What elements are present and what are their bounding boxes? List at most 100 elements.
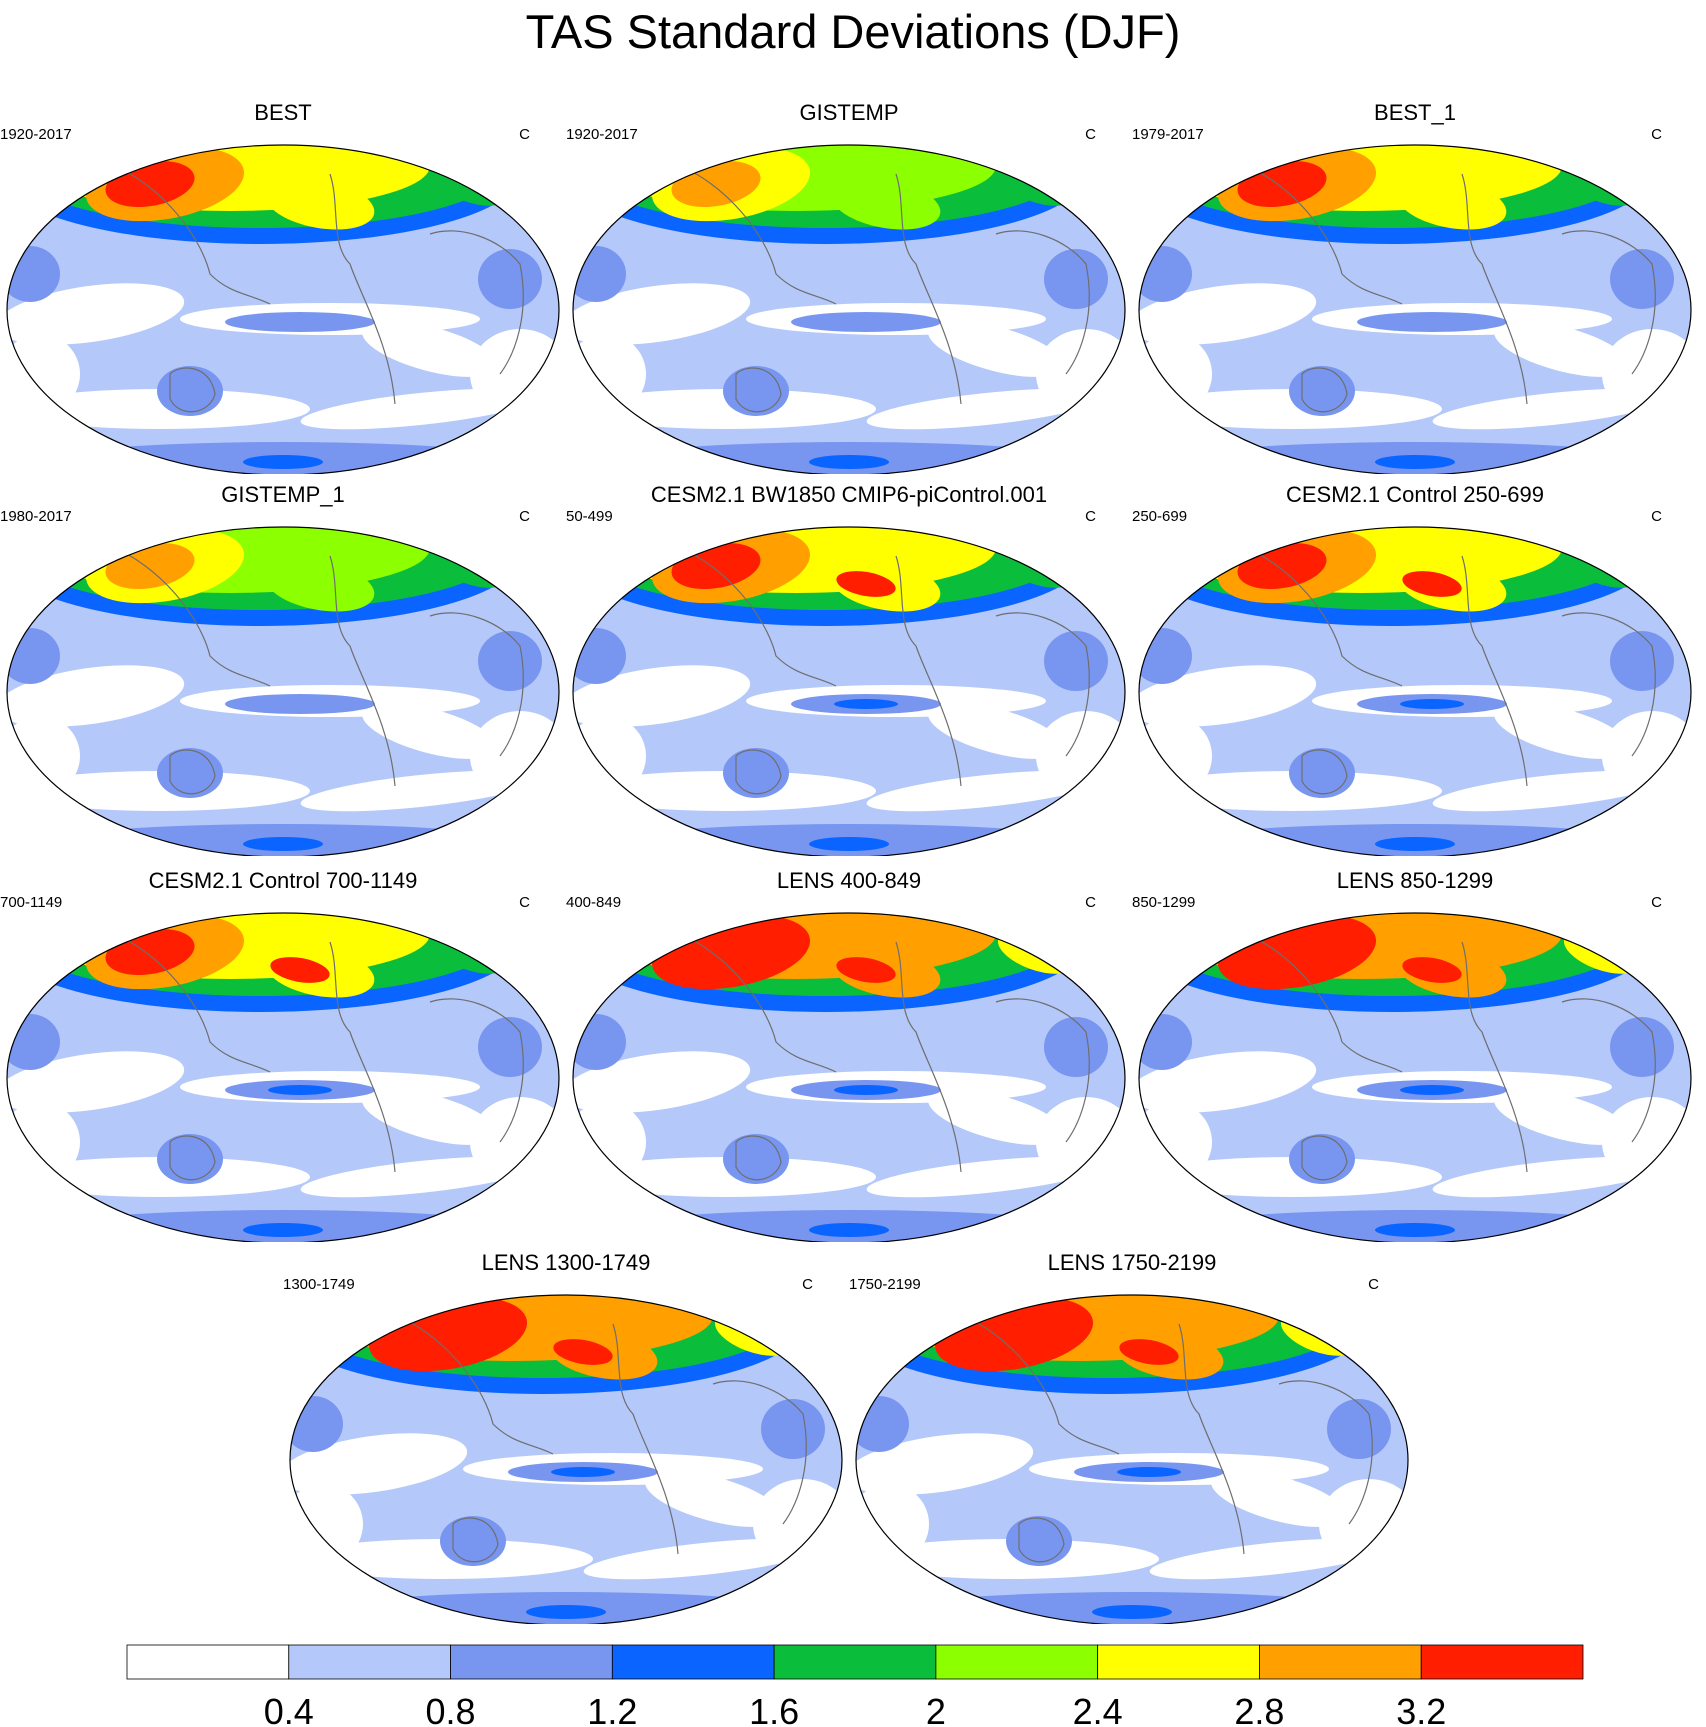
australia-patch (440, 1516, 506, 1566)
map-outline (1138, 144, 1692, 474)
coastlines (675, 163, 1090, 413)
map-outline (6, 526, 560, 856)
colorbar-tick-label: 2.4 (1073, 1691, 1123, 1727)
coastlines (109, 163, 524, 413)
robinson-map (572, 912, 1126, 1242)
canada-core (836, 571, 896, 597)
panel-title: CESM2.1 Control 250-699 (1285, 482, 1545, 507)
panel-title: GISTEMP (799, 100, 899, 125)
colorbar-tick-label: 1.6 (749, 1691, 799, 1727)
antarctic-patch (243, 455, 323, 469)
map-panel: GISTEMP 1920-2017 C (566, 100, 1132, 474)
low-variance-band (1211, 1471, 1347, 1527)
colorbar-tick-label: 0.8 (426, 1691, 476, 1727)
africa-patch (761, 1399, 825, 1459)
robinson-map (1138, 526, 1692, 856)
robinson-map (6, 912, 560, 1242)
enso-core (834, 1085, 898, 1095)
panel-title: CESM2.1 BW1850 CMIP6-piControl.001 (650, 482, 1048, 507)
panel-period-label: 1920-2017 (566, 126, 638, 143)
coastlines (958, 1313, 1373, 1563)
antarctic-patch (1092, 1605, 1172, 1619)
africa-patch (1610, 631, 1674, 691)
map-panel: BEST_1 1979-2017 C (1132, 100, 1698, 474)
low-variance-band (1319, 1479, 1408, 1569)
low-variance-band (1494, 703, 1630, 759)
low-variance-band (1494, 1089, 1630, 1145)
panel-period-label: 1980-2017 (0, 508, 72, 525)
panel-period-label: 1750-2199 (849, 1276, 921, 1293)
americas-patch (1139, 246, 1192, 302)
low-variance-band (856, 1484, 929, 1564)
panel-units-label: C (802, 1276, 813, 1293)
antarctic-patch (526, 1605, 606, 1619)
low-variance-band (7, 716, 80, 796)
enso-core (268, 1085, 332, 1095)
low-variance-band (859, 1539, 1159, 1579)
antarctic-patch (809, 455, 889, 469)
antarctic-patch (243, 1223, 323, 1237)
panel-title: BEST_1 (1374, 100, 1456, 125)
low-variance-band (1139, 716, 1212, 796)
panel-units-label: C (1085, 126, 1096, 143)
antarctic-patch (1375, 1223, 1455, 1237)
low-variance-band (1494, 321, 1630, 377)
panel-period-label: 1920-2017 (0, 126, 72, 143)
canada-core (1402, 571, 1462, 597)
panel-period-label: 700-1149 (0, 894, 63, 911)
colorbar-swatch (1420, 1644, 1584, 1680)
panel-period-label: 1300-1749 (283, 1276, 355, 1293)
antarctic-patch (809, 1223, 889, 1237)
map-outline (572, 526, 1126, 856)
canada-core (1402, 957, 1462, 983)
low-variance-band (645, 1471, 781, 1527)
enso-band (225, 312, 375, 332)
canada-hotspot (265, 178, 375, 230)
low-variance-band (362, 1089, 498, 1145)
low-variance-band (573, 1102, 646, 1182)
low-variance-band (1142, 389, 1442, 429)
map-panel: LENS 1300-1749 1300-1749 C (283, 1250, 849, 1624)
colorbar-swatch (450, 1644, 613, 1680)
americas-patch (290, 1396, 343, 1452)
panel-period-label: 50-499 (566, 508, 613, 525)
map-outline (855, 1294, 1409, 1624)
low-variance-band (1142, 771, 1442, 811)
low-variance-band (7, 1102, 80, 1182)
coastlines (1241, 163, 1656, 413)
africa-patch (1327, 1399, 1391, 1459)
australia-patch (723, 1134, 789, 1184)
low-variance-band (290, 1484, 363, 1564)
americas-patch (573, 246, 626, 302)
panel-units-label: C (519, 126, 530, 143)
low-variance-band (573, 716, 646, 796)
colorbar-swatch (773, 1644, 937, 1680)
low-variance-band (576, 771, 876, 811)
low-variance-band (470, 1097, 559, 1187)
low-variance-band (10, 771, 310, 811)
panel-units-label: C (1085, 508, 1096, 525)
robinson-map (6, 526, 560, 856)
low-variance-band (1036, 711, 1125, 801)
robinson-map (6, 144, 560, 474)
antarctic-patch (809, 837, 889, 851)
low-variance-band (470, 711, 559, 801)
australia-patch (1289, 366, 1355, 416)
africa-patch (478, 631, 542, 691)
canada-core (836, 957, 896, 983)
robinson-map (572, 526, 1126, 856)
africa-patch (1044, 1017, 1108, 1077)
enso-core (1117, 1467, 1181, 1477)
panel-units-label: C (1651, 894, 1662, 911)
panel-units-label: C (1368, 1276, 1379, 1293)
panel-period-label: 1979-2017 (1132, 126, 1204, 143)
panel-units-label: C (1651, 508, 1662, 525)
map-outline (6, 144, 560, 474)
australia-patch (723, 748, 789, 798)
colorbar-tick-label: 2.8 (1234, 1691, 1284, 1727)
americas-patch (7, 1014, 60, 1070)
australia-patch (157, 1134, 223, 1184)
coastlines (675, 545, 1090, 795)
enso-band (791, 312, 941, 332)
enso-band (1357, 312, 1507, 332)
